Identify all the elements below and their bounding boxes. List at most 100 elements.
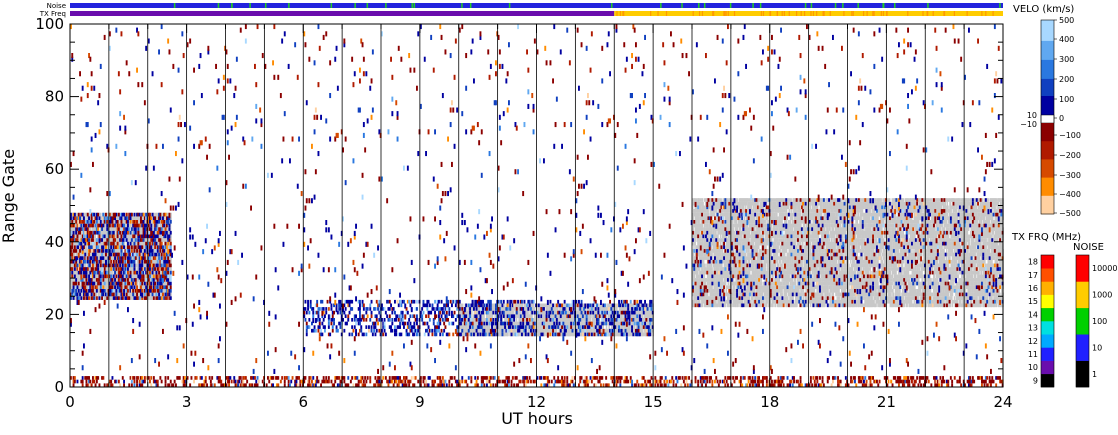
data-cell	[110, 380, 112, 384]
data-cell	[79, 249, 81, 253]
txfreq-bar-tick	[992, 11, 993, 16]
data-cell	[762, 383, 764, 387]
data-cell	[110, 267, 112, 271]
data-cell	[664, 380, 666, 384]
data-cell	[118, 253, 120, 257]
data-cell	[157, 213, 158, 217]
data-cell	[154, 213, 155, 217]
data-cell	[320, 383, 322, 387]
data-cell	[553, 376, 555, 380]
data-cell	[136, 216, 137, 220]
data-cell	[311, 380, 313, 384]
data-cell	[367, 376, 369, 380]
data-cell	[122, 264, 124, 268]
data-cell	[97, 227, 99, 231]
data-cell	[116, 271, 117, 275]
data-cell	[112, 271, 113, 275]
data-cell	[141, 242, 142, 246]
data-cell	[126, 275, 128, 279]
data-cell	[866, 380, 868, 384]
txfreq-bar-tick	[726, 11, 727, 16]
data-cell	[477, 376, 479, 380]
data-cell	[111, 256, 112, 260]
data-cell	[908, 383, 910, 387]
data-cell	[140, 285, 142, 289]
data-cell	[296, 380, 298, 384]
data-cell	[97, 376, 99, 380]
data-cell	[771, 380, 773, 384]
data-cell	[157, 285, 159, 289]
data-cell	[77, 235, 79, 239]
data-cell	[683, 380, 685, 384]
data-cell	[93, 293, 95, 297]
data-cell	[375, 376, 377, 380]
data-cell	[388, 383, 390, 387]
data-cell	[916, 376, 918, 380]
data-cell	[246, 380, 248, 384]
data-cell	[149, 275, 151, 279]
data-cell	[103, 238, 104, 242]
data-cell	[134, 376, 136, 380]
data-cell	[732, 376, 734, 380]
data-cell	[77, 238, 79, 242]
data-cell	[369, 376, 371, 380]
data-cell	[86, 245, 87, 249]
data-cell	[783, 376, 785, 380]
data-cell	[135, 242, 136, 246]
data-cell	[492, 383, 494, 387]
data-cell	[89, 260, 91, 264]
data-cell	[75, 249, 77, 253]
data-cell	[266, 383, 268, 387]
data-cell	[360, 380, 362, 384]
data-cell	[91, 293, 93, 297]
data-cell	[128, 285, 129, 289]
data-cell	[98, 293, 99, 297]
data-cell	[156, 242, 158, 246]
data-cell	[159, 376, 161, 380]
data-cell	[80, 289, 82, 293]
data-cell	[122, 267, 124, 271]
data-cell	[141, 245, 143, 249]
data-cell	[158, 293, 160, 297]
data-cell	[495, 383, 497, 387]
data-cell	[835, 376, 837, 380]
data-cell	[816, 376, 818, 380]
data-cell	[117, 245, 119, 249]
data-cell	[328, 380, 330, 384]
data-cell	[79, 216, 81, 220]
data-cell	[136, 271, 138, 275]
data-cell	[204, 383, 206, 387]
data-cell	[682, 376, 684, 380]
data-cell	[85, 264, 86, 268]
data-cell	[741, 383, 743, 387]
data-cell	[130, 271, 132, 275]
data-cell	[280, 380, 282, 384]
data-cell	[774, 383, 776, 387]
data-cell	[93, 278, 94, 282]
data-cell	[930, 383, 932, 387]
data-cell	[104, 383, 106, 387]
data-cell	[113, 293, 115, 297]
data-cell	[113, 242, 115, 246]
data-cell	[145, 278, 147, 282]
data-cell	[619, 383, 621, 387]
data-cell	[529, 376, 531, 380]
data-cell	[104, 227, 105, 231]
data-cell	[433, 383, 435, 387]
data-cell	[752, 376, 754, 380]
data-cell	[424, 376, 426, 380]
data-cell	[86, 278, 88, 282]
data-cell	[800, 380, 802, 384]
data-cell	[643, 383, 645, 387]
data-cell	[73, 231, 75, 235]
data-cell	[840, 383, 842, 387]
data-cell	[158, 271, 160, 275]
data-cell	[654, 376, 656, 380]
data-cell	[872, 376, 874, 380]
data-cell	[675, 376, 677, 380]
data-cell	[154, 249, 155, 253]
data-cell	[424, 383, 426, 387]
data-cell	[938, 383, 940, 387]
data-cell	[938, 380, 940, 384]
txfreq-bar-tick	[985, 11, 986, 16]
